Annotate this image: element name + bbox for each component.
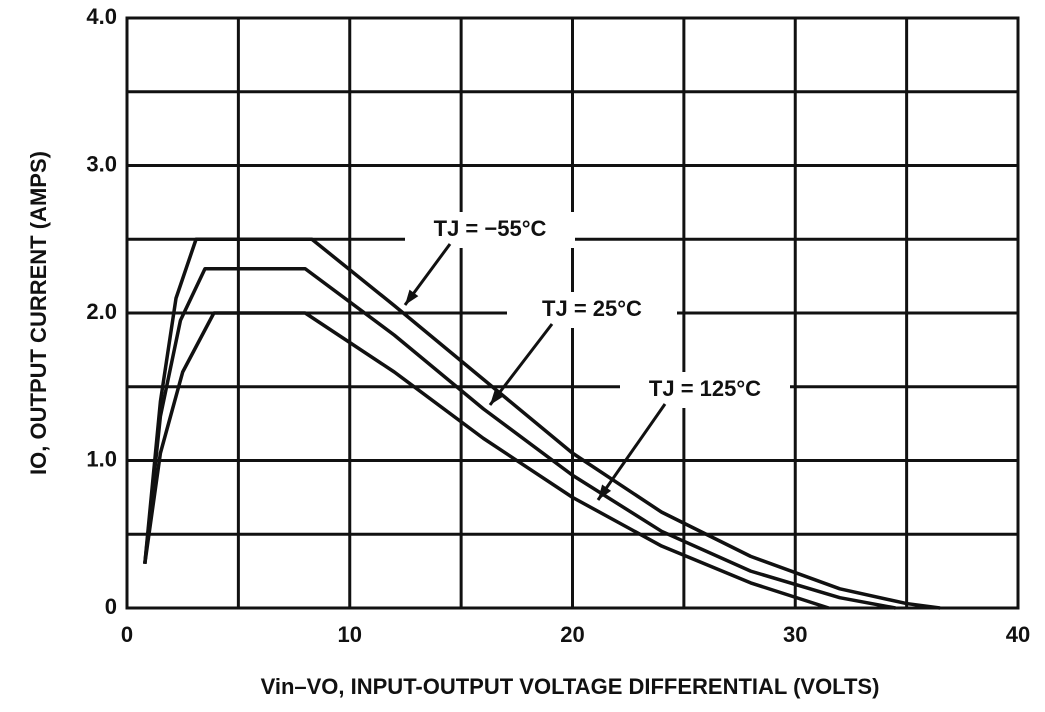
series-label: TJ = 125°C [649, 376, 761, 401]
x-tick-label: 20 [560, 622, 584, 647]
y-tick-label: 0 [105, 594, 117, 619]
series-label: TJ = −55°C [434, 216, 547, 241]
series-line [143, 237, 941, 610]
x-tick-label: 10 [338, 622, 362, 647]
y-tick-label: 2.0 [86, 299, 117, 324]
arrow-head [490, 389, 504, 405]
series-label: TJ = 25°C [542, 296, 642, 321]
arrow-head [405, 289, 419, 305]
x-tick-label: 30 [783, 622, 807, 647]
y-tick-label: 1.0 [86, 446, 117, 471]
leader-arrow [488, 323, 554, 406]
x-axis-label: Vin–VO, INPUT-OUTPUT VOLTAGE DIFFERENTIA… [261, 674, 880, 699]
y-tick-label: 4.0 [86, 4, 117, 29]
label-bg [620, 372, 790, 408]
y-tick-label: 3.0 [86, 151, 117, 176]
plot-frame [125, 16, 1020, 610]
label-bg [405, 212, 575, 248]
series-line [143, 267, 896, 610]
y-axis-label: IO, OUTPUT CURRENT (AMPS) [26, 151, 51, 475]
label-bg [507, 292, 677, 328]
series-line [143, 311, 830, 610]
arrow-head [598, 484, 612, 500]
x-tick-label: 40 [1006, 622, 1030, 647]
x-tick-label: 0 [121, 622, 133, 647]
leader-arrow [596, 403, 667, 501]
